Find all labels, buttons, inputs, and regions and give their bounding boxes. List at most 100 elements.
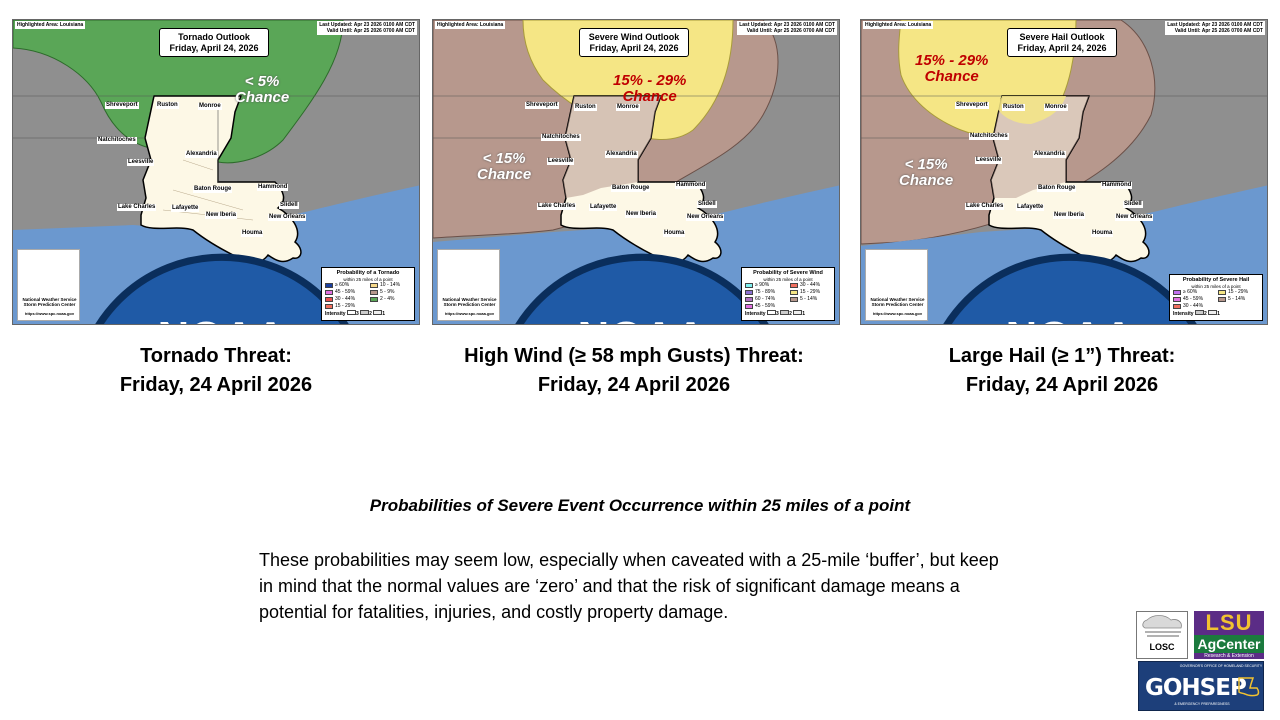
hail-threat-caption: Large Hail (≥ 1”) Threat: Friday, 24 Apr… [880, 342, 1244, 400]
city-ruston: Ruston [574, 104, 597, 111]
tornado-threat-caption: Tornado Threat: Friday, 24 April 2026 [80, 342, 352, 400]
city-new-orleans: New Orleans [686, 214, 725, 221]
tornado-chance-value: < 5% [244, 73, 280, 90]
legend-label: 10 - 14% [380, 282, 401, 288]
city-houma: Houma [241, 230, 264, 237]
city-slidell: Slidell [697, 201, 717, 208]
validity-info: Last Updated: Apr 23 2026 0100 AM CDT Va… [317, 21, 417, 35]
noaa-logo-block: NOAA National Weather Service Storm Pred… [437, 249, 769, 324]
city-baton-rouge: Baton Rouge [611, 185, 651, 192]
noaa-logo-text: NOAA [578, 313, 707, 325]
noaa-org-line2: Storm Prediction Center [23, 302, 76, 307]
legend-label: 45 - 59% [335, 289, 356, 295]
hail-high-chance-word: Chance [924, 68, 979, 85]
noaa-url: https://www.spc.noaa.gov [444, 311, 495, 316]
wind-high-chance-label: 15% - 29% Chance [613, 73, 686, 105]
valid-until: Valid Until: Apr 25 2026 0700 AM CDT [746, 28, 835, 34]
valid-until: Valid Until: Apr 25 2026 0700 AM CDT [1174, 28, 1263, 34]
intensity-label: Intensity [1173, 311, 1194, 317]
noaa-logo-text: NOAA [1006, 313, 1135, 325]
legend-item: 10 - 14% [370, 282, 411, 289]
hail-caption-line2: Friday, 24 April 2026 [965, 374, 1159, 396]
tornado-chance-word: Chance [235, 89, 290, 106]
legend-item: 30 - 44% [790, 282, 831, 289]
wind-title-line1: Severe Wind Outlook [588, 32, 680, 42]
losc-emblem-icon [1142, 615, 1182, 637]
city-baton-rouge: Baton Rouge [193, 186, 233, 193]
city-lafayette: Lafayette [589, 204, 618, 211]
wind-title-line2: Friday, April 24, 2026 [589, 43, 679, 53]
tornado-legend-intensity: Intensity 3 2 1 [325, 310, 411, 318]
explanation-paragraph: These probabilities may seem low, especi… [259, 550, 999, 622]
wind-caption-line1: High Wind (≥ 58 mph Gusts) Threat: [464, 345, 804, 367]
legend-label: 15 - 29% [1228, 289, 1249, 295]
validity-info: Last Updated: Apr 23 2026 0100 AM CDT Va… [737, 21, 837, 35]
hail-low-chance-label: < 15% Chance [899, 157, 953, 189]
city-leesville: Leesville [975, 157, 1003, 164]
city-lake-charles: Lake Charles [965, 203, 1005, 210]
partner-logos: LOSC LSU AgCenter Research & Extension G… [1136, 611, 1266, 713]
city-new-iberia: New Iberia [625, 211, 658, 218]
legend-label: 5 - 9% [380, 289, 395, 295]
hail-legend-subtitle: within 25 miles of a point [1191, 284, 1241, 289]
legend-label: 15 - 29% [335, 303, 356, 309]
legend-label: 15 - 29% [800, 289, 821, 295]
noaa-url: https://www.spc.noaa.gov [872, 311, 923, 316]
intensity-level: 3 [775, 311, 779, 317]
last-updated: Last Updated: Apr 23 2026 0100 AM CDT [739, 22, 835, 28]
gohsep-logo: GOVERNOR'S OFFICE OF HOMELAND SECURITY G… [1138, 661, 1264, 711]
legend-label: 45 - 59% [755, 303, 776, 309]
hail-caption-line1: Large Hail (≥ 1”) Threat: [948, 345, 1176, 367]
legend-item: 5 - 14% [1218, 296, 1259, 303]
city-hammond: Hammond [1101, 182, 1133, 189]
gohsep-logo-text: GOHSEP [1145, 675, 1247, 701]
legend-label: 30 - 44% [1183, 303, 1204, 309]
wind-outlook-map: Highlighted Area: Louisiana Last Updated… [432, 19, 840, 325]
last-updated: Last Updated: Apr 23 2026 0100 AM CDT [1167, 22, 1263, 28]
noaa-org-line1: National Weather Service [442, 297, 497, 302]
noaa-logo-icon: NOAA [95, 253, 349, 325]
hail-low-chance-word: Chance [899, 172, 954, 189]
legend-label: 5 - 14% [800, 296, 818, 302]
city-new-orleans: New Orleans [268, 214, 307, 221]
noaa-logo-icon: NOAA [943, 253, 1197, 325]
city-hammond: Hammond [675, 182, 707, 189]
legend-item: 30 - 44% [1173, 303, 1214, 310]
noaa-logo-text: NOAA [158, 313, 287, 325]
highlighted-area-label: Highlighted Area: Louisiana [15, 21, 86, 29]
wind-low-chance-label: < 15% Chance [477, 151, 531, 183]
lsu-agcenter-logo: LSU AgCenter Research & Extension [1194, 611, 1264, 659]
noaa-logo-block: NOAA National Weather Service Storm Pred… [865, 249, 1197, 324]
legend-item: 15 - 29% [790, 289, 831, 296]
city-lafayette: Lafayette [1016, 204, 1045, 211]
intensity-level: 2 [369, 311, 372, 317]
tornado-chance-label: < 5% Chance [235, 74, 289, 106]
legend-label: 45 - 59% [1183, 296, 1204, 302]
legend-label: 30 - 44% [800, 282, 821, 288]
lsu-logo-text: LSU [1205, 610, 1253, 635]
noaa-org-line2: Storm Prediction Center [443, 302, 496, 307]
legend-label: ≥ 60% [1183, 289, 1198, 295]
noaa-logo-block: NOAA National Weather Service Storm Pred… [17, 249, 349, 324]
noaa-org-line1: National Weather Service [870, 297, 925, 302]
tornado-caption-line2: Friday, 24 April 2026 [119, 374, 313, 396]
city-houma: Houma [663, 230, 686, 237]
wind-legend-intensity: Intensity 3 2 1 [745, 310, 831, 318]
wind-legend: Probability of Severe Wind within 25 mil… [741, 267, 835, 321]
city-monroe: Monroe [616, 104, 640, 111]
city-lafayette: Lafayette [171, 205, 200, 212]
city-houma: Houma [1091, 230, 1114, 237]
legend-item: ≥ 60% [1173, 289, 1214, 296]
wind-low-chance-value: < 15% [482, 150, 526, 167]
legend-item: 5 - 9% [370, 289, 411, 296]
city-slidell: Slidell [1123, 201, 1143, 208]
intensity-level: 2 [1203, 311, 1207, 317]
legend-label: 75 - 89% [755, 289, 776, 295]
highlighted-area-label: Highlighted Area: Louisiana [435, 21, 506, 29]
legend-item: ≥ 60% [325, 282, 366, 289]
intensity-level: 2 [789, 311, 792, 317]
city-natchitoches: Natchitoches [97, 137, 137, 144]
city-monroe: Monroe [1044, 104, 1068, 111]
lsu-logo-subtext: Research & Extension [1204, 653, 1254, 659]
legend-item: 60 - 74% [745, 296, 786, 303]
